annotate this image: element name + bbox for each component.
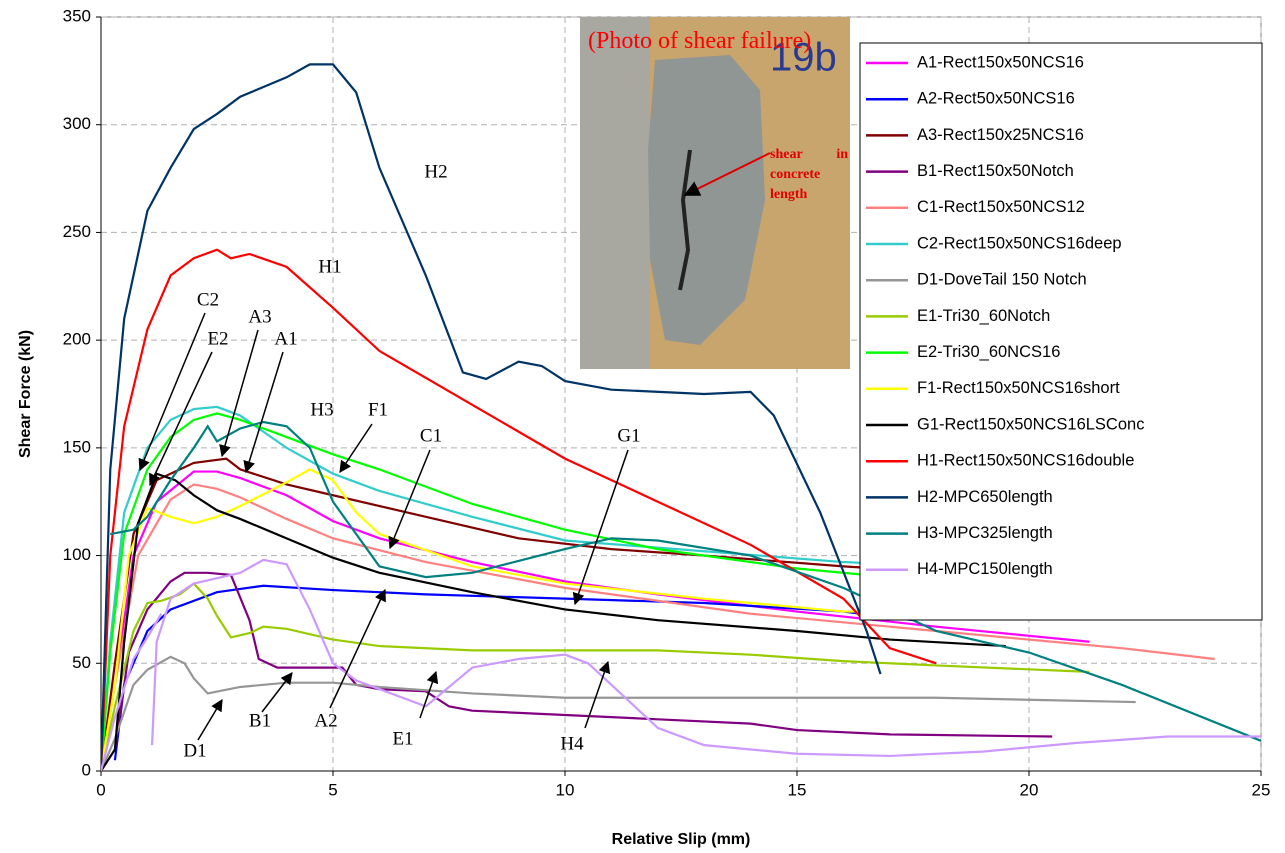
x-tick-label: 25 xyxy=(1252,780,1271,799)
y-axis-title: Shear Force (kN) xyxy=(17,330,34,458)
legend-label: C1-Rect150x50NCS12 xyxy=(917,198,1085,216)
annotation-arrow xyxy=(149,351,213,487)
annotation: H3 xyxy=(310,399,333,420)
annotation: C1 xyxy=(420,425,442,446)
series-line xyxy=(101,472,1006,771)
annotation: D1 xyxy=(183,740,206,761)
annotation-arrow xyxy=(219,329,259,458)
annotation: H2 xyxy=(424,161,447,182)
annotation: H1 xyxy=(318,256,341,277)
y-tick-label: 0 xyxy=(82,760,91,779)
series-line xyxy=(101,457,914,771)
series-line xyxy=(101,468,890,771)
annotation: F1 xyxy=(368,399,388,420)
annotation: B1 xyxy=(249,710,271,731)
y-tick-label: 350 xyxy=(63,6,91,25)
series-line xyxy=(101,483,1215,771)
y-tick-label: 150 xyxy=(63,437,91,456)
photo-wall xyxy=(580,17,650,369)
legend-label: A2-Rect50x50NCS16 xyxy=(917,90,1075,108)
legend-label: C2-Rect150x50NCS16deep xyxy=(917,234,1122,252)
x-tick-label: 15 xyxy=(788,780,807,799)
annotation: E2 xyxy=(207,328,228,349)
series-line xyxy=(101,63,882,771)
legend-label: A3-Rect150x25NCS16 xyxy=(917,126,1084,144)
y-tick-label: 200 xyxy=(63,330,91,349)
annotation: H4 xyxy=(560,733,584,754)
photo-marker: 19b xyxy=(770,36,837,80)
legend-label: D1-DoveTail 150 Notch xyxy=(917,271,1087,289)
annotation-arrow xyxy=(261,672,293,713)
annotation: G1 xyxy=(617,425,640,446)
legend-label: H2-MPC650length xyxy=(917,488,1053,506)
legend-label: B1-Rect150x50Notch xyxy=(917,162,1074,180)
photo-crack xyxy=(678,149,692,291)
x-tick-label: 0 xyxy=(96,780,105,799)
legend-label: E2-Tri30_60NCS16 xyxy=(917,343,1060,361)
annotation: A1 xyxy=(274,328,297,349)
y-tick-label: 50 xyxy=(72,653,91,672)
x-axis-title: Relative Slip (mm) xyxy=(612,831,751,848)
annotation-arrow xyxy=(197,698,223,741)
legend-label: E1-Tri30_60Notch xyxy=(917,307,1050,325)
annotation-arrow xyxy=(243,351,284,474)
annotation-arrow xyxy=(572,449,629,606)
series-line xyxy=(101,582,1090,771)
x-tick-label: 5 xyxy=(328,780,337,799)
series-line xyxy=(101,470,1090,771)
photo-label: shear in concrete length xyxy=(770,147,848,202)
series-line xyxy=(110,420,1261,742)
legend-label: H1-Rect150x50NCS16double xyxy=(917,452,1134,470)
photo-caption: (Photo of shear failure) xyxy=(588,28,812,54)
annotation: E1 xyxy=(392,728,413,749)
photo-specimen xyxy=(648,55,765,345)
y-tick-label: 300 xyxy=(63,114,91,133)
lines xyxy=(101,63,1261,771)
legend-label: H3-MPC325length xyxy=(917,524,1053,542)
series-line xyxy=(101,248,937,771)
annotation-arrow xyxy=(584,660,611,729)
x-tick-label: 10 xyxy=(556,780,575,799)
annotation-arrow xyxy=(388,449,431,550)
legend-label: G1-Rect150x50NCS16LSConc xyxy=(917,415,1144,433)
annotation-arrow xyxy=(339,423,373,473)
annotation-arrow xyxy=(329,588,386,709)
series-line xyxy=(113,571,1053,750)
legend-label: H4-MPC150length xyxy=(917,560,1053,578)
annotation: A3 xyxy=(248,306,271,327)
annotation-arrow xyxy=(419,670,439,719)
y-tick-label: 250 xyxy=(63,222,91,241)
legend-label: A1-Rect150x50NCS16 xyxy=(917,53,1084,71)
series-line xyxy=(101,405,890,771)
annotation-arrow xyxy=(138,312,206,472)
x-tick-label: 20 xyxy=(1020,780,1039,799)
annotation: A2 xyxy=(314,710,337,731)
series-line xyxy=(101,558,1261,771)
photo-arrow xyxy=(683,152,771,196)
y-tick-label: 100 xyxy=(63,545,91,564)
legend xyxy=(859,42,1263,621)
annotation: C2 xyxy=(197,289,219,310)
legend-label: F1-Rect150x50NCS16short xyxy=(917,379,1120,397)
